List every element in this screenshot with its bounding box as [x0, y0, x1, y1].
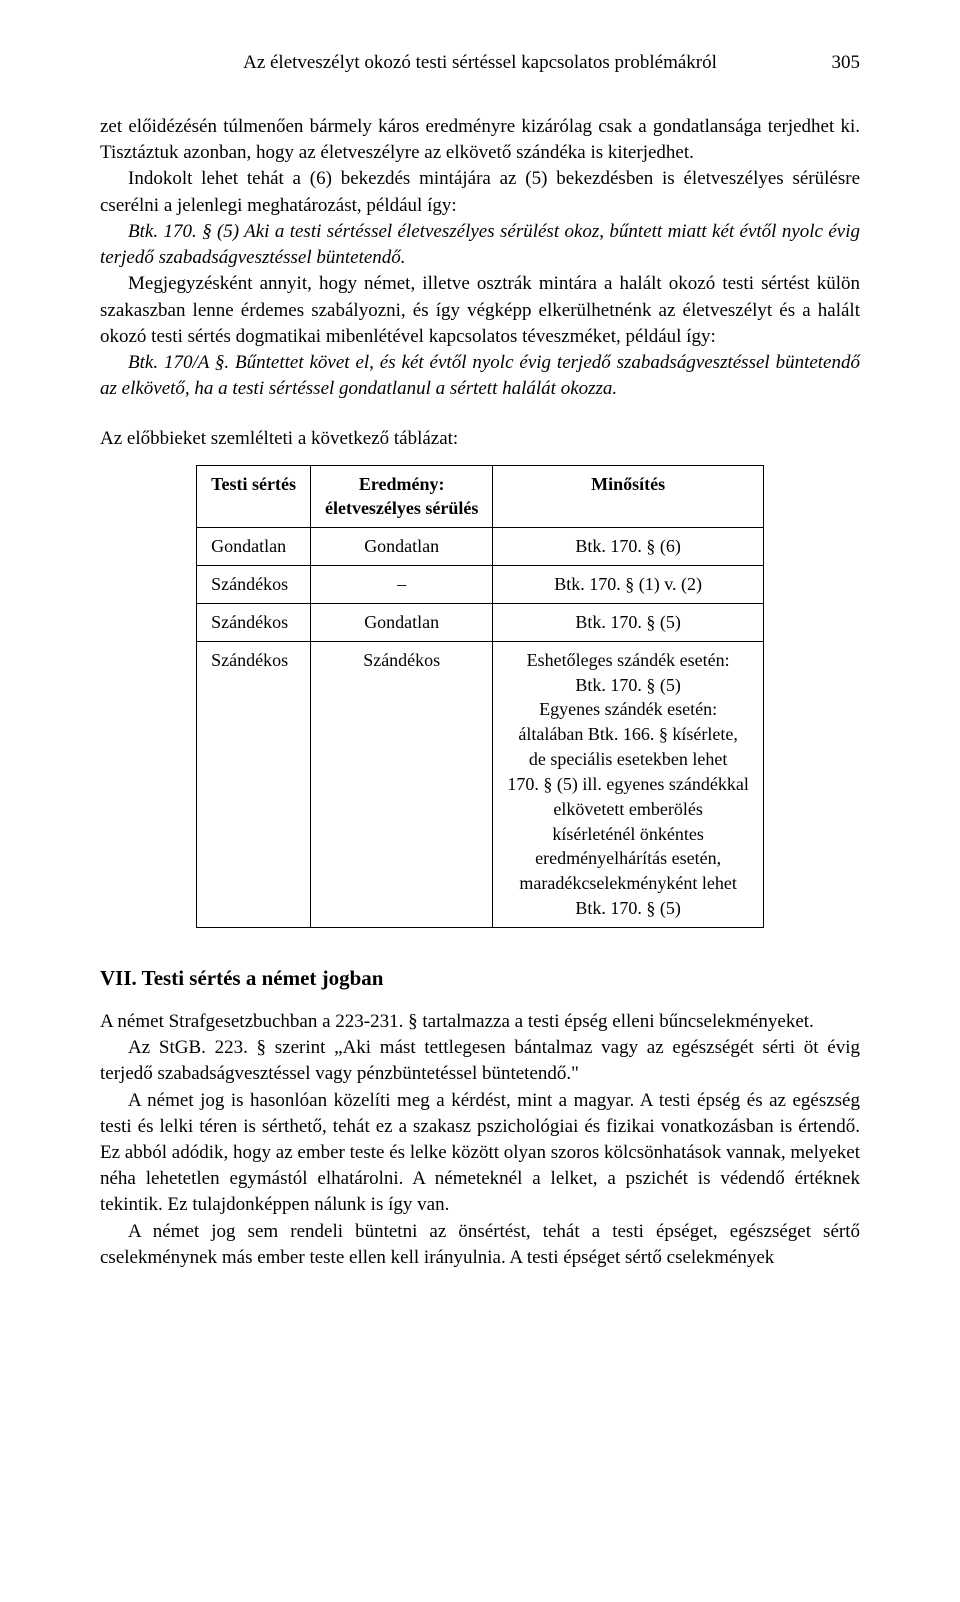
cell: Btk. 170. § (6)	[493, 528, 763, 566]
para-1: zet előidézésén túlmenően bármely káros …	[100, 114, 860, 166]
table-row: Szándékos Szándékos Eshetőleges szándék …	[197, 641, 764, 927]
th-eredmeny-line1: Eredmény:	[359, 474, 445, 494]
cell-line: kísérleténél önkéntes	[552, 824, 703, 844]
page: Az életveszélyt okozó testi sértéssel ka…	[0, 0, 960, 1331]
th-eredmeny: Eredmény: életveszélyes sérülés	[310, 465, 492, 528]
section-heading-vii: VII. Testi sértés a német jogban	[100, 964, 860, 993]
para-6: Az előbbieket szemlélteti a következő tá…	[100, 426, 860, 452]
cell: Szándékos	[197, 566, 311, 604]
cell-line: de speciális esetekben lehet	[529, 749, 727, 769]
cell-line: Egyenes szándék esetén:	[539, 699, 717, 719]
sec7-p2: Az StGB. 223. § szerint „Aki mást tettle…	[100, 1035, 860, 1087]
cell: Gondatlan	[310, 528, 492, 566]
th-testi-sertes: Testi sértés	[197, 465, 311, 528]
th-minosites: Minősítés	[493, 465, 763, 528]
cell-line: eredményelhárítás esetén,	[535, 848, 721, 868]
table-header-row: Testi sértés Eredmény: életveszélyes sér…	[197, 465, 764, 528]
cell-line: általában Btk. 166. § kísérlete,	[518, 724, 737, 744]
table-row: Gondatlan Gondatlan Btk. 170. § (6)	[197, 528, 764, 566]
cell: Gondatlan	[310, 603, 492, 641]
cell-line: 170. § (5) ill. egyenes szándékkal	[507, 774, 748, 794]
cell: Btk. 170. § (1) v. (2)	[493, 566, 763, 604]
cell-line: Btk. 170. § (5)	[575, 898, 681, 918]
cell: Szándékos	[310, 641, 492, 927]
cell-line: Eshetőleges szándék esetén:	[527, 650, 730, 670]
para-5: Btk. 170/A §. Bűntettet követ el, és két…	[100, 350, 860, 402]
cell-line: maradékcselekményként lehet	[519, 873, 736, 893]
summary-table: Testi sértés Eredmény: életveszélyes sér…	[196, 465, 764, 928]
page-number: 305	[832, 50, 861, 76]
para-4: Megjegyzésként annyit, hogy német, illet…	[100, 271, 860, 350]
cell-multiline: Eshetőleges szándék esetén: Btk. 170. § …	[493, 641, 763, 927]
cell: –	[310, 566, 492, 604]
para-3: Btk. 170. § (5) Aki a testi sértéssel él…	[100, 219, 860, 271]
cell: Szándékos	[197, 641, 311, 927]
cell: Btk. 170. § (5)	[493, 603, 763, 641]
sec7-p1: A német Strafgesetzbuchban a 223-231. § …	[100, 1009, 860, 1035]
cell: Szándékos	[197, 603, 311, 641]
table-row: Szándékos Gondatlan Btk. 170. § (5)	[197, 603, 764, 641]
para-2: Indokolt lehet tehát a (6) bekezdés mint…	[100, 166, 860, 218]
running-header: Az életveszélyt okozó testi sértéssel ka…	[100, 50, 860, 74]
cell: Gondatlan	[197, 528, 311, 566]
sec7-p3: A német jog is hasonlóan közelíti meg a …	[100, 1088, 860, 1219]
table-row: Szándékos – Btk. 170. § (1) v. (2)	[197, 566, 764, 604]
cell-line: Btk. 170. § (5)	[575, 675, 681, 695]
header-title: Az életveszélyt okozó testi sértéssel ka…	[243, 50, 717, 76]
cell-line: elkövetett emberölés	[553, 799, 702, 819]
th-eredmeny-line2: életveszélyes sérülés	[325, 498, 478, 518]
sec7-p4: A német jog sem rendeli büntetni az önsé…	[100, 1219, 860, 1271]
